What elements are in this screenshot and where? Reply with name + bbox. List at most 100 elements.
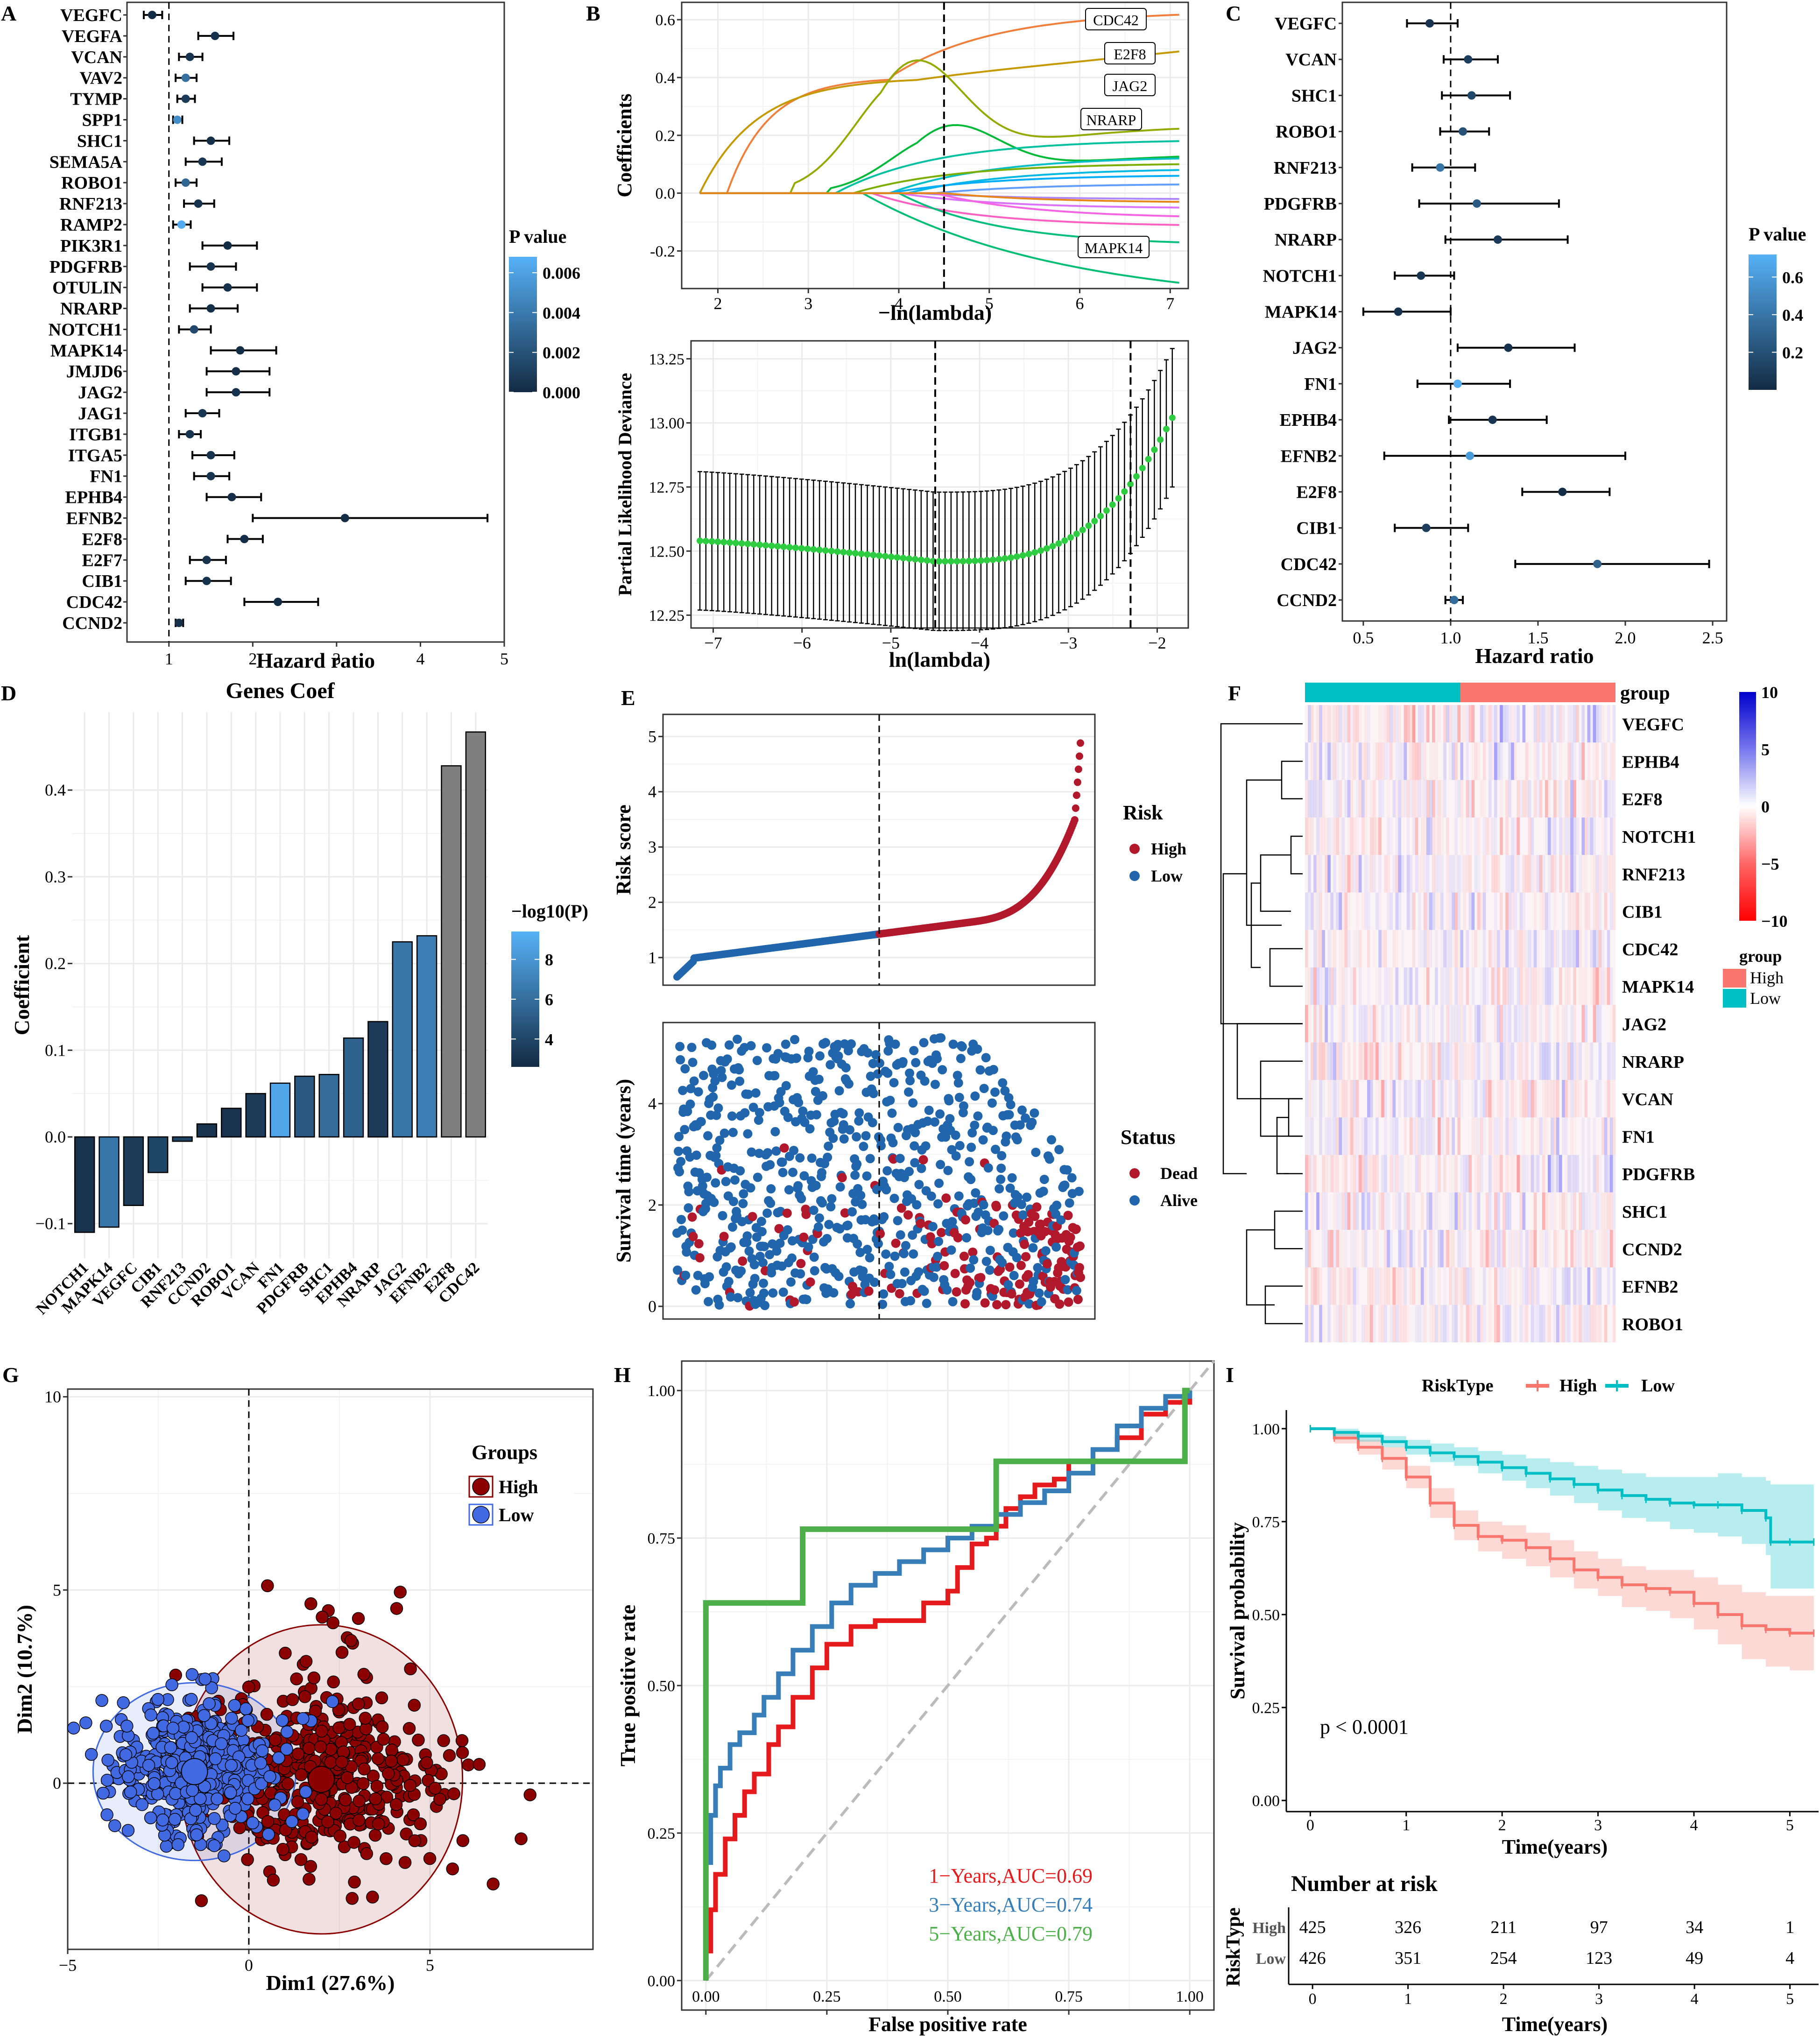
panel-d-colorbar-title: −log10(P): [511, 901, 588, 922]
panel-i-km-curve-Low: [1310, 1427, 1814, 1544]
panel-g-point-high: [357, 1668, 371, 1681]
panel-f-heat-cell: [1395, 1042, 1398, 1080]
panel-c-gene-label: CIB1: [1296, 519, 1337, 538]
panel-f-heat-cell: [1505, 1079, 1509, 1118]
panel-a-hr-point: [232, 388, 240, 397]
panel-e-survival-point: [829, 1116, 839, 1126]
panel-f-heat-cell: [1553, 1079, 1557, 1118]
panel-e-survival-point: [833, 1039, 843, 1049]
panel-i-risk-x-tick-label: 0: [1309, 1990, 1317, 2008]
panel-f-heat-cell: [1519, 1192, 1523, 1230]
panel-g-point-high: [360, 1847, 374, 1860]
panel-f-heat-cell: [1370, 1305, 1373, 1342]
panel-e-survival-point: [1072, 1286, 1081, 1296]
panel-f-heat-cell: [1556, 1230, 1559, 1268]
panel-f-heat-cell: [1545, 1305, 1548, 1342]
panel-f-heat-cell: [1406, 892, 1410, 930]
panel-f-heat-cell: [1308, 855, 1311, 893]
panel-f-heat-cell: [1367, 742, 1370, 780]
panel-f-heat-cell: [1514, 855, 1517, 893]
panel-f-heat-cell: [1533, 1267, 1537, 1305]
panel-e-survival-point: [879, 1212, 889, 1222]
panel-f-heat-cell: [1336, 1305, 1340, 1342]
panel-b-deviance-point: [1121, 488, 1128, 495]
panel-f-heat-cell: [1609, 1117, 1613, 1155]
panel-f-heat-cell: [1305, 1267, 1308, 1305]
panel-g-point-low: [144, 1708, 157, 1722]
panel-f-heat-cell: [1305, 1155, 1308, 1192]
panel-f-heat-cell: [1344, 705, 1348, 743]
panel-g-point-low: [326, 1695, 339, 1708]
panel-f-heat-cell: [1556, 1117, 1559, 1155]
panel-f-heat-cell: [1313, 1267, 1317, 1305]
panel-f-heat-cell: [1341, 1267, 1345, 1305]
panel-f-heat-cell: [1432, 855, 1435, 893]
panel-i-risk-count: 97: [1590, 1918, 1608, 1937]
panel-e-survival-point: [873, 1069, 882, 1079]
panel-f-heat-cell: [1562, 1079, 1565, 1118]
panel-e-survival-point: [1017, 1105, 1027, 1115]
panel-f-heat-cell: [1401, 1230, 1404, 1268]
panel-g-point-high: [407, 1808, 420, 1821]
panel-e-survival-point: [875, 1058, 885, 1068]
panel-e-survival-point: [688, 1232, 698, 1242]
panel-f-heat-cell: [1542, 1117, 1545, 1155]
panel-f-heat-cell: [1429, 892, 1432, 930]
panel-f-heat-cell: [1565, 817, 1568, 855]
panel-f-heat-cell: [1500, 1230, 1503, 1268]
panel-f-heat-cell: [1511, 1117, 1514, 1155]
panel-e-survival-point: [760, 1301, 770, 1311]
panel-e-survival-point: [890, 1251, 900, 1261]
panel-f-heat-cell: [1406, 780, 1410, 818]
panel-f-heat-cell: [1471, 742, 1475, 780]
panel-f-heat-cell: [1454, 967, 1458, 1005]
panel-f-heat-cell: [1463, 1005, 1467, 1043]
panel-g-point-high: [347, 1836, 360, 1849]
panel-f-heat-cell: [1590, 705, 1594, 743]
panel-a-gene-label: NOTCH1: [49, 320, 122, 339]
panel-b-deviance-point: [959, 557, 966, 564]
panel-f-heat-cell: [1579, 1230, 1582, 1268]
panel-f-heat-cell: [1511, 855, 1514, 893]
panel-i-risk-count: 426: [1299, 1948, 1326, 1968]
panel-f-heat-cell: [1607, 967, 1610, 1005]
panel-f-heat-cell: [1468, 817, 1472, 855]
panel-g-point-high: [381, 1767, 395, 1780]
panel-g-y-tick-label: 5: [53, 1580, 61, 1599]
panel-g-point-high: [326, 1616, 339, 1630]
panel-f-heat-cell: [1609, 1155, 1613, 1192]
panel-f-heat-cell: [1482, 967, 1486, 1005]
panel-f-heat-cell: [1460, 817, 1464, 855]
panel-a-colorbar-tick-label: 0.002: [543, 344, 580, 362]
panel-g-point-high: [371, 1752, 385, 1765]
panel-f-heat-cell: [1418, 1305, 1421, 1342]
panel-b-bottom-x-tick-label: −3: [1059, 634, 1077, 652]
panel-f-heat-cell: [1370, 1042, 1373, 1080]
panel-f-heat-cell: [1471, 930, 1475, 968]
panel-f-heat-cell: [1567, 967, 1571, 1005]
panel-f-heat-cell: [1545, 1117, 1548, 1155]
panel-a-gene-label: JAG1: [78, 404, 122, 423]
panel-f-heat-cell: [1333, 1155, 1336, 1192]
panel-f-heat-cell: [1415, 855, 1418, 893]
panel-f-heat-cell: [1313, 930, 1317, 968]
panel-f-heat-cell: [1598, 705, 1602, 743]
panel-f-heat-cell: [1435, 1192, 1438, 1230]
panel-f-heat-cell: [1581, 855, 1585, 893]
panel-e-survival-point: [752, 1056, 762, 1065]
panel-f-heat-cell: [1576, 1305, 1579, 1342]
panel-f-heat-cell: [1418, 1155, 1421, 1192]
panel-f-heat-cell: [1423, 930, 1427, 968]
panel-b-deviance-point: [786, 544, 793, 551]
panel-g-point-high: [515, 1832, 528, 1845]
panel-f-heat-cell: [1390, 1042, 1393, 1080]
panel-f-heat-cell: [1528, 855, 1531, 893]
panel-f-heat-cell: [1482, 1079, 1486, 1118]
panel-e-survival-point: [705, 1272, 714, 1282]
panel-e-survival-point: [942, 1285, 952, 1295]
panel-f-heat-cell: [1514, 1155, 1517, 1192]
panel-e-survival-point: [834, 1086, 844, 1096]
panel-f-heat-cell: [1384, 1117, 1387, 1155]
panel-g-point-high: [260, 1707, 274, 1721]
panel-g-point-low: [122, 1770, 135, 1783]
